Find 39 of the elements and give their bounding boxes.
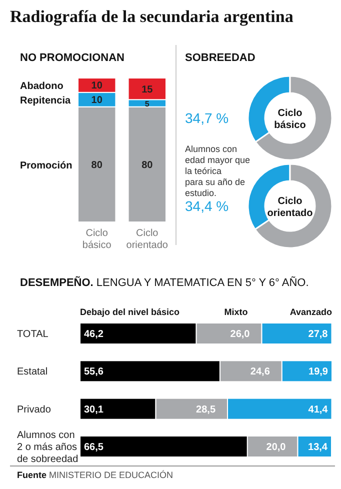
data-label: 20,0	[266, 442, 286, 453]
chart-subtitle: NO PROMOCIONAN	[20, 52, 125, 64]
y-tick-label: Alumnos con 2 o más años de sobreedad	[17, 430, 78, 465]
series-label: Mixto	[224, 307, 248, 317]
data-label: 5	[144, 100, 150, 109]
data-label: 34,7 %	[185, 110, 229, 126]
data-label: 13,4	[308, 442, 328, 453]
text: Ciclo básico	[274, 108, 306, 131]
source-note: Fuente MINISTERIO DE EDUCACIÓN	[17, 470, 174, 480]
data-label: 55,6	[84, 366, 104, 378]
data-label: 66,5	[84, 442, 104, 453]
data-label: 19,9	[308, 366, 328, 378]
series-label: Abadono	[20, 81, 64, 92]
data-label: 80	[91, 160, 103, 171]
y-tick-label: TOTAL	[17, 329, 49, 340]
data-label: 46,2	[84, 329, 104, 340]
series-label: Debajo del nivel básico	[80, 307, 180, 317]
data-label: 10	[91, 95, 103, 106]
data-label: 80	[142, 160, 154, 171]
chart-subtitle: LENGUA Y MATEMATICA EN 5° Y 6° AÑO.	[93, 276, 309, 289]
series-label: Avanzado	[290, 307, 332, 317]
data-label: 30,1	[84, 404, 104, 416]
data-label: 15	[142, 84, 154, 96]
chart-title: Radiografía de la secundaria argentina	[10, 7, 294, 26]
chart-title: SOBREEDAD	[185, 52, 256, 64]
data-label: 26,0	[230, 329, 250, 340]
chart-title: DESEMPEÑO.	[20, 276, 94, 289]
y-tick-label: Privado	[17, 404, 52, 416]
data-label: 27,8	[308, 329, 328, 340]
data-label: 10	[91, 80, 103, 92]
text: Alumnos con edad mayor que la teórica para su año de estudio.	[185, 144, 250, 198]
data-label: 41,4	[308, 404, 328, 416]
data-label: 28,5	[196, 404, 216, 416]
series-label: Promoción	[20, 160, 72, 172]
series-label: Repitencia	[20, 96, 72, 107]
y-tick-label: Estatal	[17, 366, 48, 378]
data-label: 34,4 %	[185, 198, 229, 214]
text: Ciclo orientado	[267, 196, 313, 219]
data-label: 24,6	[250, 366, 270, 378]
